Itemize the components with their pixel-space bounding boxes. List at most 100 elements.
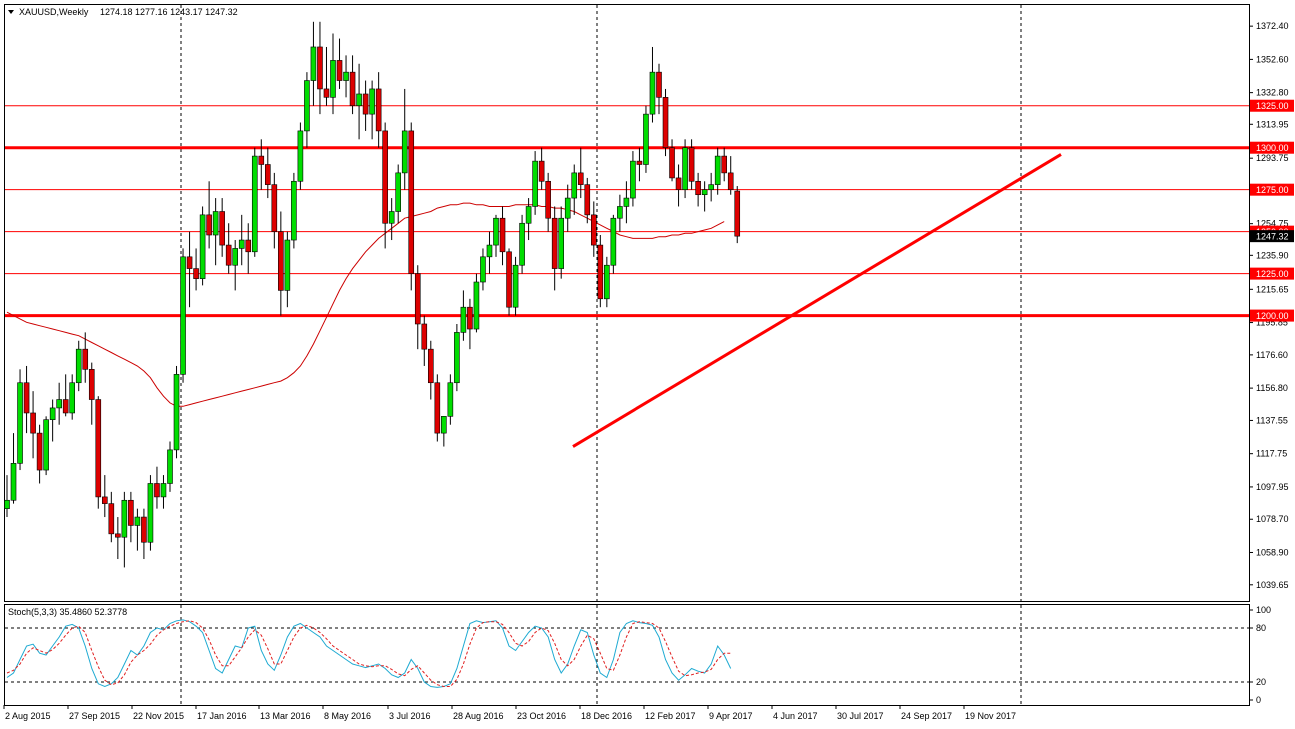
candle [56,382,62,425]
candle-body [43,419,49,471]
candle-body [577,172,584,185]
candle [271,172,278,249]
candle [441,416,447,447]
candle-body [95,399,102,498]
candle [4,475,10,518]
candle-body [408,130,415,274]
candle [577,147,584,199]
candle [115,517,121,560]
candle-body [232,248,238,266]
price-tick-label: 1372.40 [1256,21,1289,31]
candle [688,139,695,190]
candle [369,80,375,140]
candle [323,46,330,106]
candle [75,340,82,392]
candle [49,399,56,442]
candle-body [258,155,265,165]
candle [62,374,69,417]
candle-body [147,483,154,543]
level-price-tags: 1325.001300.001275.001250.001225.001200.… [1250,99,1294,322]
candle-body [636,160,643,165]
candle-body [545,180,551,219]
candle-body [297,130,304,182]
candle [721,147,728,182]
candle-body [330,60,336,98]
candle-body [284,239,291,291]
time-tick-label: 22 Nov 2015 [133,711,184,721]
candle-body [571,172,578,199]
candle [147,475,154,551]
price-tick-label: 1313.95 [1256,119,1289,129]
candle-body [590,214,597,246]
candle [349,55,356,115]
candle-body [173,374,180,451]
candle-body [682,147,688,190]
symbol-title: XAUUSD,Weekly [19,7,89,17]
candle [10,433,17,504]
candle [128,491,134,543]
candle-body [558,217,565,269]
candle-body [564,197,571,219]
candle-body [617,206,623,219]
candle-body [401,130,408,174]
candle [336,38,343,89]
candle [356,63,362,140]
time-tick-label: 12 Feb 2017 [645,711,696,721]
candle [375,72,382,148]
candle [258,139,265,190]
candle [506,248,512,316]
level-tag-bg [1250,309,1294,322]
candle-body [532,160,538,207]
dropdown-arrow-icon[interactable] [8,10,14,14]
price-tick-label: 1117.75 [1256,449,1287,459]
candle-body [630,160,636,199]
price-tick-label: 1137.55 [1256,415,1288,425]
candle-body [382,130,388,224]
main-panel-border [4,4,1250,602]
candle-body [251,155,258,253]
candle-body [336,60,343,81]
candle [643,105,649,173]
candle-body [362,93,369,115]
candle [193,248,199,291]
level-tag-bg [1250,141,1294,154]
candle [662,88,669,157]
candle-body [734,190,741,237]
candle-body [388,211,395,224]
candle-body [323,88,330,98]
candle [238,214,245,266]
price-tick-label: 1352.60 [1256,54,1289,64]
candle [597,235,604,308]
vertical-grid [180,5,1022,705]
candle-body [538,160,545,182]
time-tick-label: 28 Aug 2016 [453,711,504,721]
candle-body [82,348,89,370]
candle [297,122,304,190]
candle-body [434,382,441,434]
candle [382,122,388,249]
candle-body [701,189,708,196]
time-tick-label: 18 Dec 2016 [581,711,632,721]
candle-body [212,211,219,236]
candle [82,332,89,383]
candle-body [656,71,662,98]
price-tick-label: 1097.95 [1256,482,1289,492]
candle [395,164,402,224]
candle [480,248,486,291]
candle-body [649,71,656,115]
candle [512,256,519,316]
candle [538,147,545,190]
ascending-trendline [572,153,1062,448]
candle-body [454,332,460,384]
candle-body [441,416,447,434]
candle-body [291,180,297,241]
candle-body [447,382,454,417]
candle [69,374,75,420]
price-tick-label: 1215.65 [1256,284,1289,294]
candle [343,55,349,98]
candlesticks [4,21,741,568]
candle-body [193,268,199,279]
moving-average-line [6,202,725,407]
candle-body [519,222,525,266]
current-price-tag: 1247.32 [1256,232,1289,242]
